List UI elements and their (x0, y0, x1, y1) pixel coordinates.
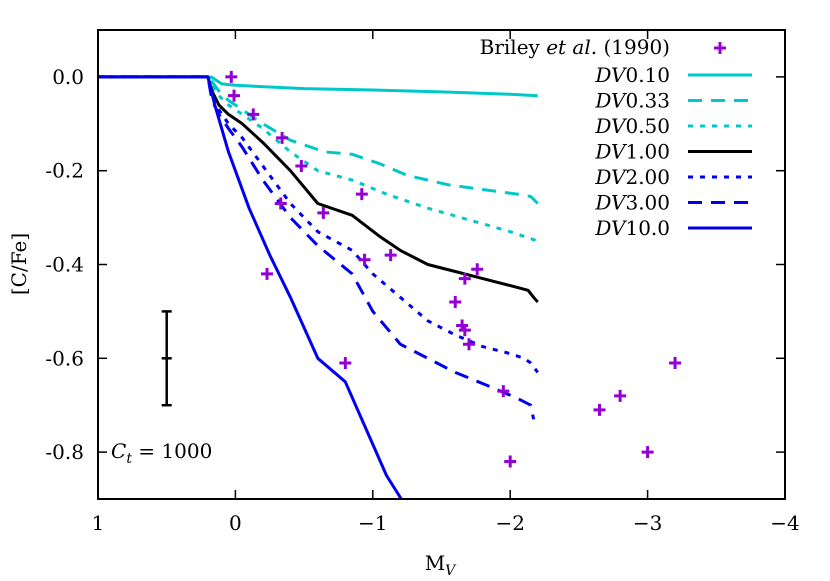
legend-label-dv050: DV0.50 (594, 114, 670, 138)
series-line-dv010 (98, 75, 538, 98)
data-point (462, 338, 475, 351)
data-point (669, 356, 682, 369)
legend-label-dv033: DV0.33 (594, 89, 670, 113)
data-point (458, 324, 471, 337)
data-point (449, 296, 462, 309)
legend-label-dv010: DV0.10 (594, 63, 670, 87)
data-point (458, 272, 471, 285)
annotation-ct: Ct = 1000 (111, 439, 212, 467)
data-point (504, 455, 517, 468)
series-line-dv100 (98, 75, 404, 499)
data-point (339, 356, 352, 369)
y-tick-label: -0.6 (45, 346, 84, 370)
data-point (247, 108, 260, 121)
x-tick-label: 0 (229, 511, 242, 535)
axis-ticks (97, 30, 786, 499)
legend-sample-briley (714, 42, 726, 54)
y-tick-label: -0.8 (45, 440, 84, 464)
series-line-dv050 (98, 75, 539, 243)
data-point (295, 160, 308, 173)
data-point (225, 70, 238, 83)
x-tick-label: −1 (358, 511, 387, 535)
data-point (641, 446, 654, 459)
series-line-dv300 (98, 75, 536, 420)
x-tick-label: 1 (92, 511, 105, 535)
data-point (471, 263, 484, 276)
legend-label-briley: Briley et al. (1990) (480, 35, 670, 59)
data-point (593, 403, 606, 416)
model-curves (98, 75, 539, 499)
x-axis-label: MV (425, 551, 457, 579)
legend-label-dv100: DV10.0 (594, 216, 670, 240)
data-point (355, 188, 368, 201)
data-point (317, 206, 330, 219)
error-bar (161, 310, 172, 407)
data-point (384, 249, 397, 262)
series-line-dv033 (98, 75, 539, 205)
data-point (614, 389, 627, 402)
data-points (225, 70, 682, 468)
legend-label-dv300: DV3.00 (594, 191, 670, 215)
x-tick-label: −3 (633, 511, 662, 535)
data-point (274, 197, 287, 210)
y-tick-label: 0.0 (52, 65, 84, 89)
y-tick-label: -0.4 (45, 253, 84, 277)
x-tick-label: −4 (770, 511, 799, 535)
y-tick-label: -0.2 (45, 159, 84, 183)
data-point (276, 131, 289, 144)
legend-label-dv200: DV2.00 (594, 165, 670, 189)
data-point (261, 267, 274, 280)
tick-labels: 1 0 −1 −2 −3 −4 0.0 -0.2 -0.4 -0.6 -0.8 (45, 65, 799, 535)
legend-label-dv100: DV1.00 (594, 140, 670, 164)
data-point (358, 253, 371, 266)
data-point (228, 89, 241, 102)
plot-frame (97, 29, 786, 500)
x-tick-label: −2 (495, 511, 524, 535)
data-point (497, 385, 510, 398)
series-line-dv200 (98, 75, 539, 374)
y-axis-label: [C/Fe] (7, 233, 31, 295)
series-line-dv100 (98, 75, 539, 303)
legend: Briley et al. (1990) DV0.10DV0.33DV0.50D… (480, 35, 752, 240)
